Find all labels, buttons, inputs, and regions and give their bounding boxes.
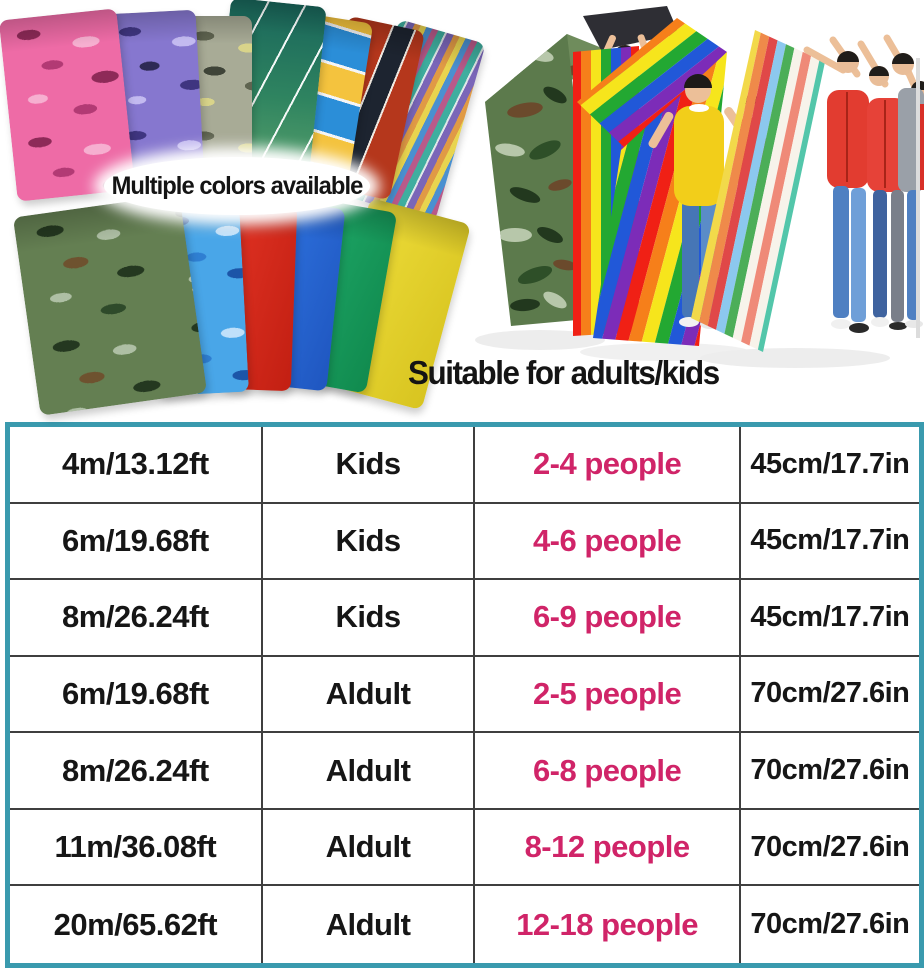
cell-capacity: 2-5 people	[475, 656, 741, 734]
tunnel-rainbow-top	[577, 18, 727, 150]
cell-group: Aldult	[262, 809, 476, 887]
size-table: 4m/13.12ft Kids 2-4 people 45cm/17.7in 6…	[5, 422, 924, 968]
cell-width: 70cm/27.6in	[750, 908, 910, 941]
multiple-colors-banner: Multiple colors available	[104, 157, 370, 215]
cell-width: 70cm/27.6in	[740, 810, 919, 887]
cell-length: 8m/26.24ft	[10, 733, 263, 810]
cell-length: 6m/19.68ft	[10, 656, 263, 734]
person-yellow-shirt	[648, 74, 754, 329]
cell-capacity: 8-12 people	[475, 809, 741, 887]
cell-capacity: 2-4 people	[475, 427, 741, 504]
cell-group: Aldult	[263, 886, 476, 963]
tunnel-rainbow	[593, 52, 727, 346]
tunnel-pastel	[691, 30, 825, 352]
cell-width: 70cm/27.6in	[740, 657, 919, 734]
cell-length: 11m/36.08ft	[10, 809, 263, 887]
cell-length: 6m/19.68ft	[10, 503, 263, 581]
cell-capacity: 4-6 people	[475, 503, 741, 581]
cell-length: 20m/65.62ft	[10, 886, 263, 963]
person-background	[738, 95, 766, 190]
cell-group: Kids	[262, 580, 476, 657]
cell-width: 45cm/17.7in	[740, 427, 919, 504]
rainbow-side-panel	[573, 46, 639, 336]
cell-group: Aldult	[262, 656, 476, 734]
person-holding-fabric	[583, 6, 679, 67]
fabric-woodland-camo	[12, 194, 208, 416]
person-peeking	[577, 154, 613, 238]
cell-width: 45cm/17.7in	[740, 580, 919, 657]
product-photo	[475, 6, 924, 368]
cell-length: 4m/13.12ft	[10, 427, 263, 504]
cell-width: 45cm/17.7in	[740, 504, 919, 581]
cell-group: Kids	[262, 503, 476, 581]
players-group	[803, 34, 924, 333]
cell-group: Kids	[262, 427, 476, 504]
tunnel-camo	[485, 34, 607, 326]
cell-capacity: 6-9 people	[475, 580, 741, 657]
multiple-colors-text: Multiple colors available	[111, 171, 364, 200]
frame-pole	[916, 58, 920, 338]
cell-length: 8m/26.24ft	[10, 580, 263, 657]
cell-width: 70cm/27.6in	[740, 733, 919, 810]
cell-capacity: 12-18 people	[475, 886, 741, 963]
cell-group: Aldult	[262, 733, 476, 810]
suitable-text: Suitable for adults/kids	[408, 354, 720, 391]
cell-capacity: 6-8 people	[475, 733, 741, 810]
